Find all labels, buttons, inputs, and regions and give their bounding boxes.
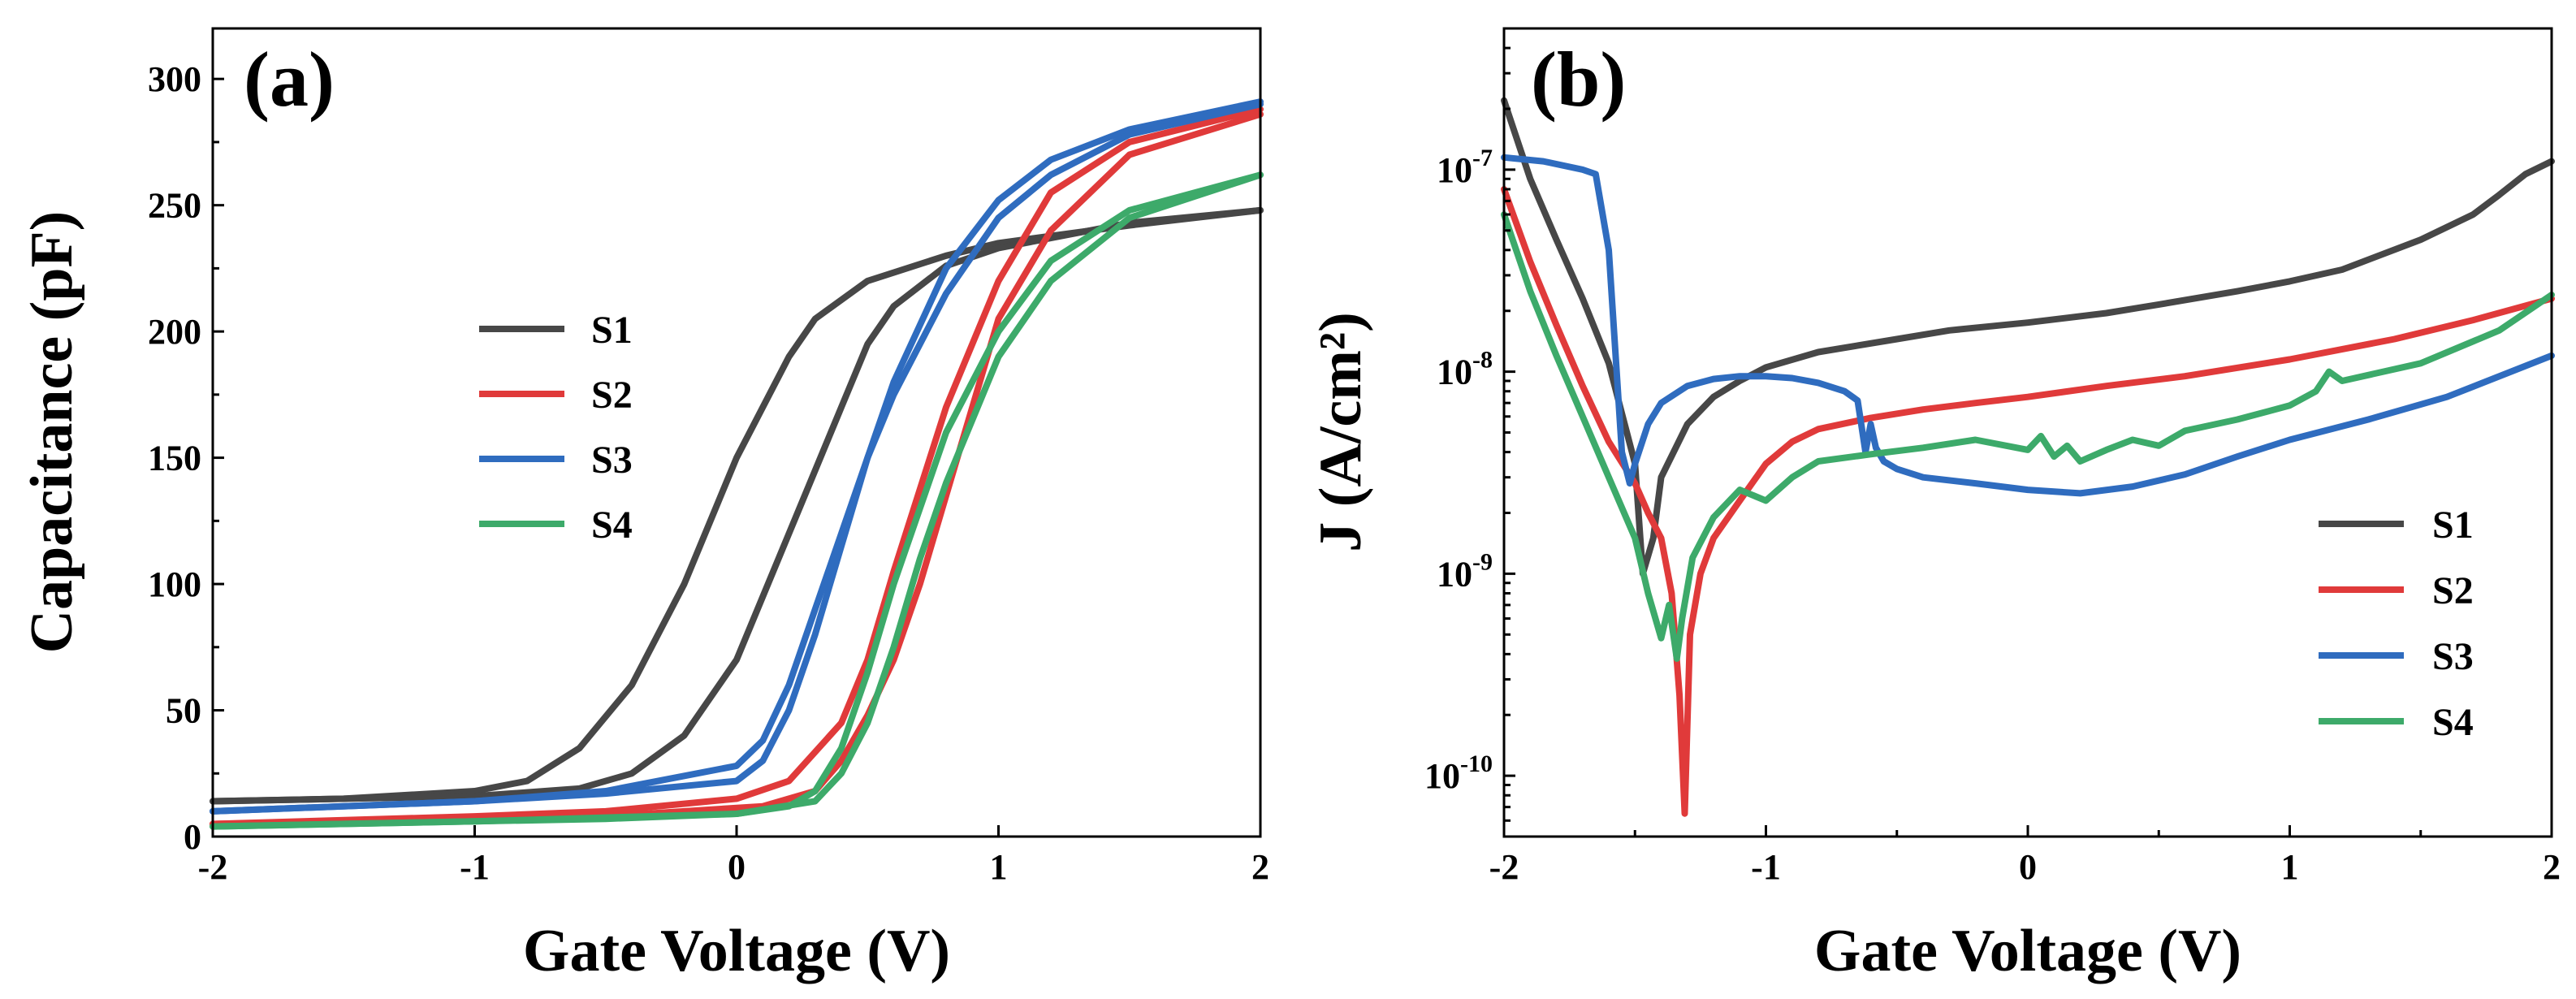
panel-b-x-tick-label: 0	[2019, 847, 2037, 887]
panel-b-current-density-chart: -2 -1 0 1 2 10-10 10-9 10-8 10-7 (b) Gate Voltag…	[1307, 27, 2561, 984]
panel-a-y-tick-label: 100	[148, 564, 201, 604]
panel-a-x-axis-title: Gate Voltage (V)	[523, 918, 950, 984]
panel-b-legend: S1 S2 S3 S4	[2319, 504, 2474, 744]
panel-b-y-axis-title: J (A/cm²)	[1307, 312, 1374, 551]
panel-b-label: (b)	[1531, 36, 1626, 123]
panel-b-series-s4	[1501, 211, 2555, 662]
panel-b-y-tick-label: 10-9	[1437, 548, 1493, 594]
panel-b-legend-label-s2: S2	[2432, 569, 2474, 612]
panel-a-series-s2-forward	[210, 106, 1264, 828]
panel-a-y-tick-label: 0	[184, 817, 201, 857]
panel-b-legend-label-s4: S4	[2432, 701, 2474, 744]
panel-a-legend-label-s2: S2	[591, 374, 633, 417]
panel-a-series-s4-reverse	[210, 171, 1264, 830]
panel-a-x-tick-label: 1	[990, 847, 1008, 887]
panel-a-x-tick-label: -2	[198, 847, 228, 887]
panel-a-capacitance-chart: -2 -1 0 1 2 0 50 100 150 200 250 300 (a) Gate Volta…	[19, 27, 1269, 984]
panel-a-legend-label-s3: S3	[591, 439, 633, 482]
panel-a-legend-label-s4: S4	[591, 504, 633, 547]
panel-b-x-axis-title: Gate Voltage (V)	[1814, 918, 2241, 984]
panel-b-plot-frame	[1502, 27, 2553, 838]
panel-a-y-tick-label: 250	[148, 186, 201, 226]
panel-b-x-tick-label: 2	[2543, 847, 2561, 887]
panel-a-y-tick-label: 300	[148, 59, 201, 99]
panel-a-series-group	[210, 98, 1264, 830]
panel-a-y-axis-title: Capacitance (pF)	[19, 211, 85, 654]
panel-b-series-group	[1501, 97, 2555, 817]
panel-a-x-tick-label: -1	[460, 847, 490, 887]
panel-b-x-tick-label: 1	[2281, 847, 2299, 887]
panel-a-series-s3-forward	[210, 98, 1264, 815]
panel-b-series-s3	[1501, 154, 2555, 497]
panel-b-y-tick-label: 10-7	[1437, 145, 1493, 190]
panel-a-x-tick-label: 0	[728, 847, 746, 887]
panel-a-legend: S1 S2 S3 S4	[479, 309, 633, 547]
panel-a-series-s1-reverse	[210, 206, 1264, 805]
panel-b-y-tick-label: 10-8	[1437, 347, 1493, 392]
panel-b-y-tick-label: 10-10	[1424, 750, 1493, 796]
panel-a-x-tick-label: 2	[1251, 847, 1269, 887]
panel-a-series-s4-forward	[210, 171, 1264, 830]
panel-a-legend-label-s1: S1	[591, 309, 633, 352]
panel-a-y-tick-label: 50	[166, 691, 201, 731]
panel-a-y-tick-label: 150	[148, 439, 201, 478]
panel-a-ticks: -2 -1 0 1 2 0 50 100 150 200 250 300	[148, 59, 1269, 887]
panel-b-legend-label-s1: S1	[2432, 504, 2474, 547]
panel-a-series-s1-forward	[210, 206, 1264, 805]
panel-b-legend-label-s3: S3	[2432, 635, 2474, 678]
panel-b-x-tick-label: -2	[1489, 847, 1519, 887]
panel-a-label: (a)	[244, 36, 335, 123]
panel-b-x-tick-label: -1	[1751, 847, 1781, 887]
panel-a-series-s3-reverse	[210, 101, 1264, 815]
panel-a-series-s2-reverse	[210, 110, 1264, 828]
panel-a-y-tick-label: 200	[148, 312, 201, 352]
panel-b-ticks: -2 -1 0 1 2 10-10 10-9 10-8 10-7	[1424, 46, 2561, 887]
